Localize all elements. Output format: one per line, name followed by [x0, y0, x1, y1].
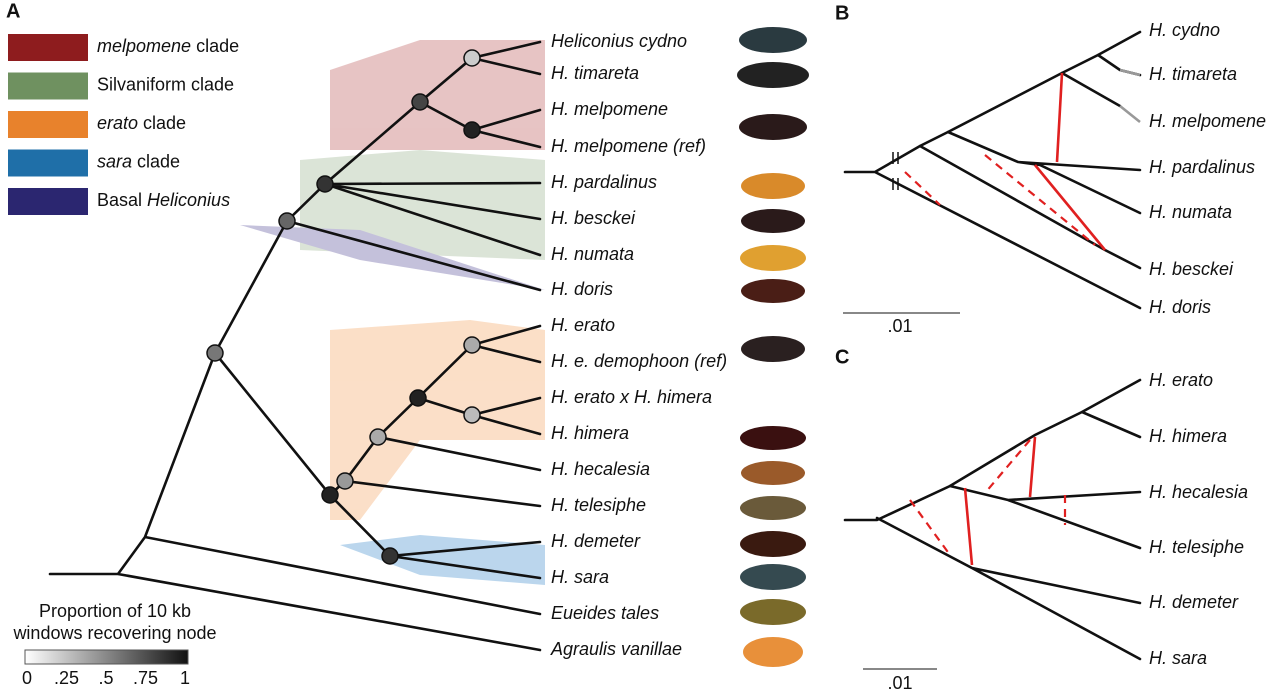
legend-text: erato [97, 113, 138, 133]
legend-text: clade [191, 36, 239, 56]
taxon-label: H. sara [551, 567, 609, 587]
taxon-label: H. demeter [1149, 592, 1239, 612]
taxon-label: H. erato [1149, 370, 1213, 390]
legend-text: clade [138, 113, 186, 133]
legend-label: erato clade [97, 113, 186, 133]
colorbar-tick: .25 [54, 668, 79, 688]
legend-label: melpomene clade [97, 36, 239, 56]
taxon-label: H. besckei [551, 208, 636, 228]
taxon-label: H. pardalinus [1149, 157, 1255, 177]
butterfly-icons [737, 27, 809, 667]
legend-swatch [8, 72, 88, 100]
taxon-label: H. timareta [551, 63, 639, 83]
panel-label: A [6, 0, 20, 22]
tree-b [843, 30, 1142, 314]
taxon-label: H. melpomene [551, 99, 668, 119]
legend-label: sara clade [97, 151, 180, 171]
legend-text: clade [132, 151, 180, 171]
taxon-label: H. doris [551, 279, 613, 299]
taxon-label: H. hecalesia [551, 459, 650, 479]
taxon-label: H. besckei [1149, 259, 1234, 279]
taxon-label: H. telesiphe [551, 495, 646, 515]
taxon-label: H. sara [1149, 648, 1207, 668]
taxon-label: H. timareta [1149, 64, 1237, 84]
legend-swatch [8, 111, 88, 138]
legend-swatch [8, 34, 88, 61]
taxon-label: H. numata [551, 244, 634, 264]
taxon-label: H. doris [1149, 297, 1211, 317]
taxon-label: H. demeter [551, 531, 641, 551]
legend-text: Heliconius [147, 190, 230, 210]
taxon-label: Eueides tales [551, 603, 659, 623]
taxon-label: H. telesiphe [1149, 537, 1244, 557]
taxon-label: H. e. demophoon (ref) [551, 351, 727, 371]
legend-text: sara [97, 151, 132, 171]
scale-label: .01 [887, 673, 912, 690]
taxon-label: H. hecalesia [1149, 482, 1248, 502]
taxon-label: H. himera [551, 423, 629, 443]
colorbar-tick: 0 [22, 668, 32, 688]
legend-text: melpomene [97, 36, 191, 56]
taxon-label: H. erato x H. himera [551, 387, 712, 407]
taxon-label: H. melpomene (ref) [551, 136, 706, 156]
colorbar [24, 649, 189, 665]
taxon-label: H. cydno [1149, 20, 1220, 40]
panel-label: C [835, 346, 849, 368]
legend-text: Basal [97, 190, 147, 210]
colorbar-title: windows recovering node [12, 623, 216, 643]
clade-shading [240, 40, 545, 585]
legend-label: Basal Heliconius [97, 190, 230, 210]
scale-label: .01 [887, 316, 912, 336]
colorbar-tick: .5 [98, 668, 113, 688]
taxon-label: H. erato [551, 315, 615, 335]
panel-label: B [835, 2, 849, 24]
legend-swatch [8, 149, 88, 177]
tree-a [48, 40, 542, 652]
colorbar-title: Proportion of 10 kb [39, 601, 191, 621]
legend-label: Silvaniform clade [97, 74, 234, 94]
taxon-label: H. melpomene [1149, 111, 1266, 131]
legend-swatch [8, 188, 88, 215]
legend-text: Silvaniform clade [97, 74, 234, 94]
taxon-label: Heliconius cydno [551, 31, 687, 51]
taxon-label: H. himera [1149, 426, 1227, 446]
colorbar-tick: 1 [180, 668, 190, 688]
taxon-label: H. numata [1149, 202, 1232, 222]
tree-c [843, 378, 1142, 670]
taxon-label: Agraulis vanillae [550, 639, 682, 659]
taxon-label: H. pardalinus [551, 172, 657, 192]
colorbar-tick: .75 [133, 668, 158, 688]
